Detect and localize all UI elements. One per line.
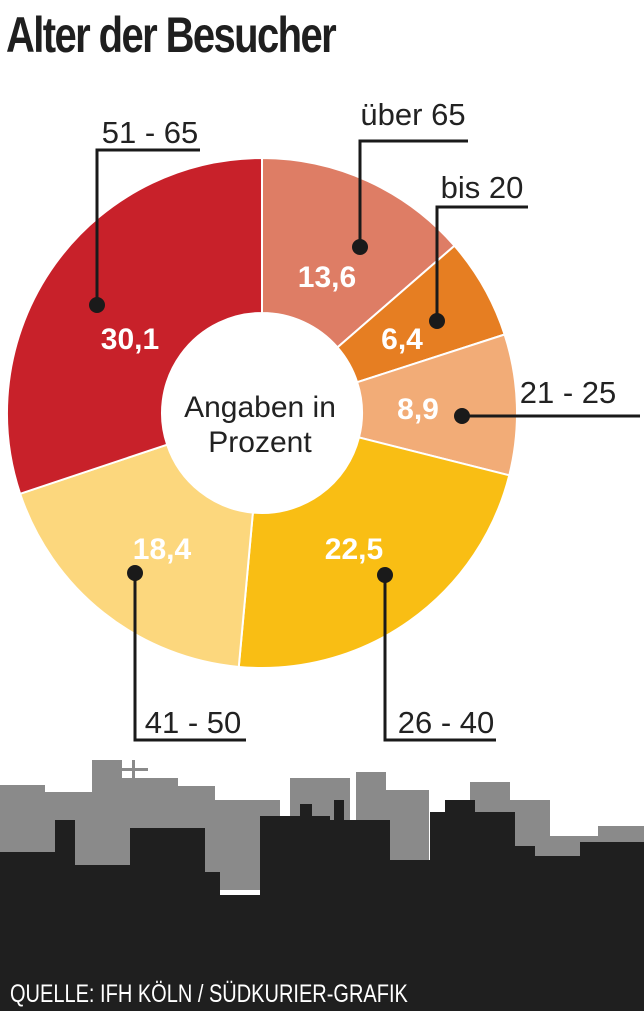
value-labels: 13,6 6,4 8,9 22,5 18,4 30,1 [101, 261, 439, 566]
category-label-ueber-65: über 65 [360, 97, 465, 132]
chart-title: Alter der Besucher [6, 7, 337, 63]
leader-lines [89, 139, 640, 742]
center-label: Angaben in Prozent [184, 391, 336, 459]
slice-26-40 [237, 436, 511, 669]
value-label-51-65: 30,1 [101, 323, 159, 356]
category-label-26-40: 26 - 40 [398, 705, 495, 740]
value-label-41-50: 18,4 [133, 533, 192, 566]
leader-dot-21-25 [454, 408, 470, 424]
leader-line-ueber-65 [358, 139, 468, 247]
center-label-line1: Angaben in [184, 391, 336, 424]
leader-line-41-50 [133, 573, 246, 742]
leader-dot-41-50 [127, 565, 143, 581]
slice-41-50 [18, 443, 254, 669]
leader-line-bis-20 [435, 205, 528, 321]
category-labels: über 65 bis 20 21 - 25 26 - 40 41 - 50 51 - 6… [102, 97, 617, 740]
leader-line-51-65 [95, 148, 200, 305]
source-credit: QUELLE: IFH KÖLN / SÜDKURIER-GRAFIK [10, 980, 408, 1008]
skyline-illustration [0, 760, 644, 1011]
leader-dot-bis-20 [429, 313, 445, 329]
donut-slices [6, 156, 518, 669]
slice-51-65 [6, 156, 263, 496]
value-label-ueber-65: 13,6 [298, 261, 356, 294]
category-label-51-65: 51 - 65 [102, 115, 199, 150]
leader-dot-ueber-65 [352, 239, 368, 255]
category-label-21-25: 21 - 25 [520, 375, 617, 410]
leader-dot-51-65 [89, 297, 105, 313]
value-label-bis-20: 6,4 [381, 323, 423, 356]
category-label-bis-20: bis 20 [441, 170, 524, 205]
value-label-21-25: 8,9 [397, 393, 439, 426]
leader-line-26-40 [383, 575, 496, 742]
skyline-front [0, 800, 644, 1011]
category-label-41-50: 41 - 50 [145, 705, 242, 740]
center-label-line2: Prozent [208, 426, 312, 459]
value-label-26-40: 22,5 [325, 533, 383, 566]
leader-dot-26-40 [377, 567, 393, 583]
